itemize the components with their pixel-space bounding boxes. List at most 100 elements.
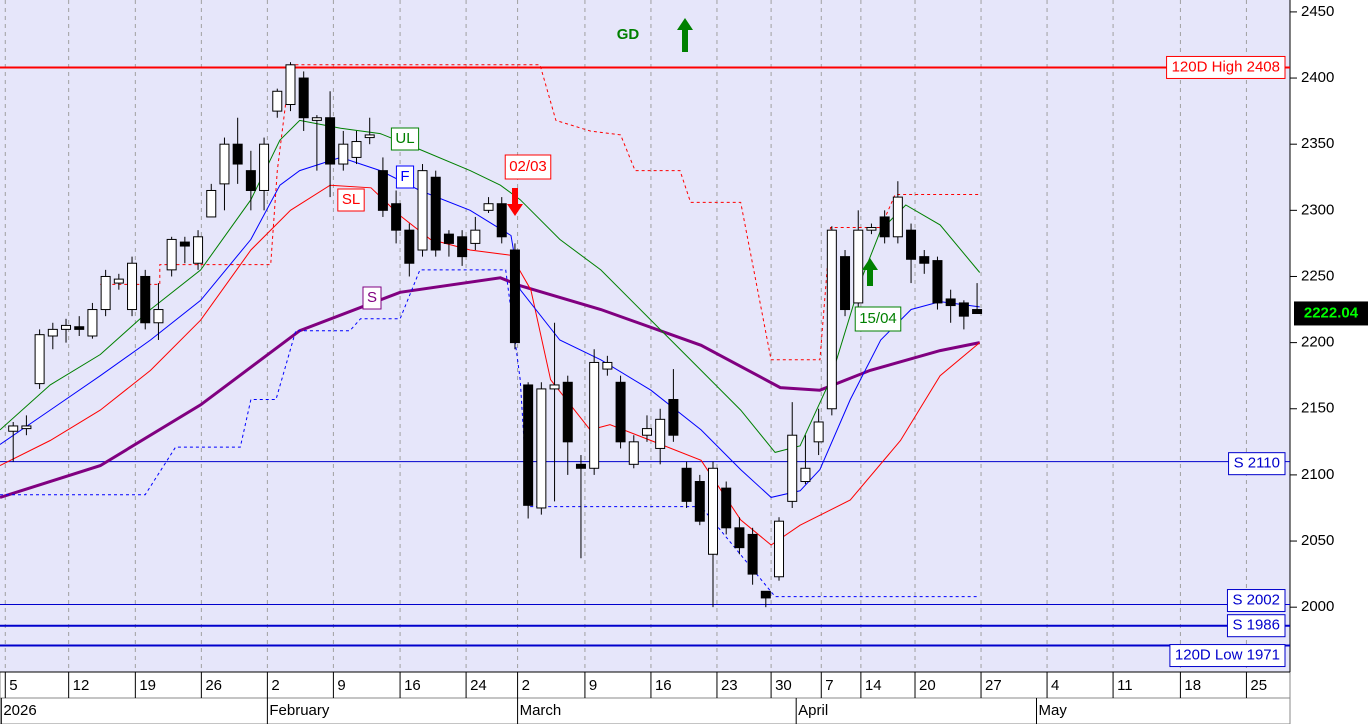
y-tick-label: 2300	[1301, 201, 1334, 218]
plot-area	[0, 0, 1290, 672]
candle-body	[206, 189, 217, 218]
candle-body	[8, 425, 19, 432]
candle-body	[892, 196, 903, 238]
level-label-box	[1228, 452, 1286, 476]
y-tick-label: 2150	[1301, 400, 1334, 417]
candle-body	[932, 260, 943, 304]
candle-body	[34, 334, 45, 385]
candle-body	[958, 302, 969, 317]
candle-body	[87, 309, 98, 337]
x-tick-label: 12	[73, 677, 90, 694]
candle-body	[377, 170, 388, 211]
candle-body	[523, 384, 534, 506]
candle-body	[325, 117, 336, 165]
candle-body	[641, 428, 652, 436]
candle-body	[536, 388, 547, 509]
level-label: 120D Low 1971	[1175, 647, 1280, 664]
candle-body	[826, 229, 837, 410]
candle-body	[457, 236, 468, 258]
last-price-label: 2222.04	[1304, 304, 1359, 321]
candle-body	[668, 398, 679, 436]
candle-body	[259, 143, 270, 191]
candle-body	[694, 481, 705, 522]
x-tick-label: 30	[775, 677, 792, 694]
x-tick-label: 2	[522, 677, 530, 694]
stop-line	[0, 269, 980, 598]
candle-body	[655, 418, 666, 449]
month-label: February	[269, 702, 330, 719]
candle-body	[351, 141, 362, 158]
candle-body	[430, 176, 441, 251]
level-label: S 2002	[1232, 592, 1280, 609]
line-label: SL	[342, 191, 360, 208]
annotation: 15/04	[859, 310, 897, 327]
level-label-box	[1226, 614, 1286, 638]
candle-body	[787, 434, 798, 502]
candle-body	[919, 256, 930, 264]
x-tick-label: 27	[985, 677, 1002, 694]
candle-body	[747, 533, 758, 575]
x-tick-label: 2	[271, 677, 279, 694]
x-tick-label: 9	[337, 677, 345, 694]
candle-body	[470, 229, 481, 244]
x-tick-label: 18	[1184, 677, 1201, 694]
candle-body	[681, 467, 692, 502]
candle-body	[391, 203, 402, 231]
level-label: S 1986	[1232, 617, 1280, 634]
annotation: GD	[617, 26, 640, 43]
candle-body	[74, 326, 85, 330]
candle-body	[311, 117, 322, 121]
x-tick-label: 7	[825, 677, 833, 694]
y-tick-label: 2100	[1301, 466, 1334, 483]
y-tick-label: 2000	[1301, 598, 1334, 615]
candle-body	[21, 425, 32, 430]
level-label: S 2110	[1234, 455, 1280, 472]
candle-body	[298, 77, 309, 119]
signal-arrow	[862, 258, 878, 286]
level-label-box	[1226, 589, 1286, 613]
level-label-box	[1169, 644, 1286, 668]
candle-body	[245, 170, 256, 191]
candle-body	[879, 216, 890, 238]
line-label-box	[395, 165, 415, 189]
candle-body	[113, 278, 124, 284]
candle-body	[61, 324, 72, 330]
line-label: UL	[395, 130, 414, 147]
candle-body	[364, 134, 375, 139]
x-tick-label: 19	[139, 677, 156, 694]
candle-body	[193, 236, 204, 264]
y-tick-label: 2250	[1301, 267, 1334, 284]
line-label-box	[362, 286, 382, 310]
candle-body	[166, 238, 177, 271]
candle-body	[774, 520, 785, 578]
month-label: April	[798, 702, 828, 719]
moving-average-line	[0, 119, 981, 453]
x-tick-label: 24	[470, 677, 487, 694]
candle-body	[800, 467, 811, 483]
month-label: March	[520, 702, 562, 719]
candle-body	[100, 275, 111, 311]
moving-average-line	[0, 276, 980, 499]
candle-body	[562, 381, 573, 443]
x-tick-label: 20	[919, 677, 936, 694]
x-tick-label: 14	[865, 677, 882, 694]
stop-line	[100, 64, 980, 361]
line-label: S	[367, 289, 377, 306]
candle-body	[417, 170, 428, 251]
candle-body	[140, 275, 151, 324]
x-tick-label: 16	[655, 677, 672, 694]
candle-body	[549, 384, 560, 390]
candle-body	[840, 256, 851, 311]
moving-average-line	[0, 156, 980, 498]
candle-body	[47, 328, 58, 337]
candle-body	[483, 203, 494, 211]
level-label: 120D High 2408	[1172, 58, 1280, 75]
line-label: F	[400, 168, 409, 185]
y-tick-label: 2400	[1301, 69, 1334, 86]
candle-body	[272, 90, 283, 112]
y-tick-label: 2350	[1301, 135, 1334, 152]
y-tick-label: 2050	[1301, 532, 1334, 549]
x-tick-label: 26	[205, 677, 222, 694]
